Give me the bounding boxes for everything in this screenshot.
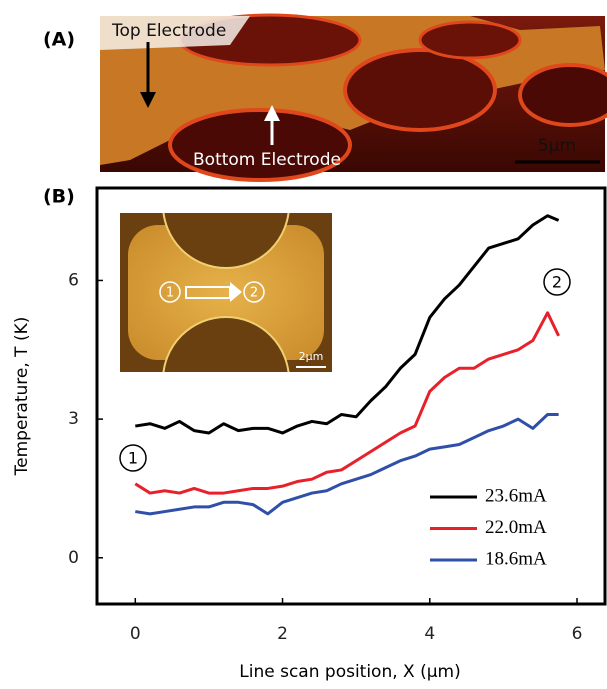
bottom-electrode-label: Bottom Electrode (193, 150, 341, 170)
legend-label: 18.6mA (485, 548, 547, 569)
legend-label: 22.0mA (485, 517, 547, 538)
inset-scale-label: 2µm (299, 350, 324, 363)
top-electrode-label: Top Electrode (111, 21, 226, 41)
x-tick-label: 4 (424, 624, 435, 644)
scale-bar-label: 5µm (538, 136, 576, 156)
annotation: 1 (128, 449, 138, 468)
y-tick-label: 3 (68, 409, 79, 429)
x-axis-label: Line scan position, X (µm) (239, 662, 460, 682)
legend-label: 23.6mA (485, 485, 547, 506)
inset-marker: 1 (166, 286, 174, 301)
panel-label: (B) (43, 186, 75, 208)
annotation: 2 (552, 273, 562, 292)
y-tick-label: 6 (68, 270, 79, 290)
y-tick-label: 0 (68, 548, 79, 568)
x-tick-label: 6 (572, 624, 583, 644)
x-tick-label: 0 (130, 624, 141, 644)
panel-label: (A) (43, 29, 75, 51)
figure: (A) Top Electrode Bottom Electrode 5µm (… (0, 0, 607, 685)
x-tick-label: 2 (277, 624, 288, 644)
inset-marker: 2 (250, 286, 258, 301)
y-axis-label: Temperature, T (K) (12, 317, 32, 477)
